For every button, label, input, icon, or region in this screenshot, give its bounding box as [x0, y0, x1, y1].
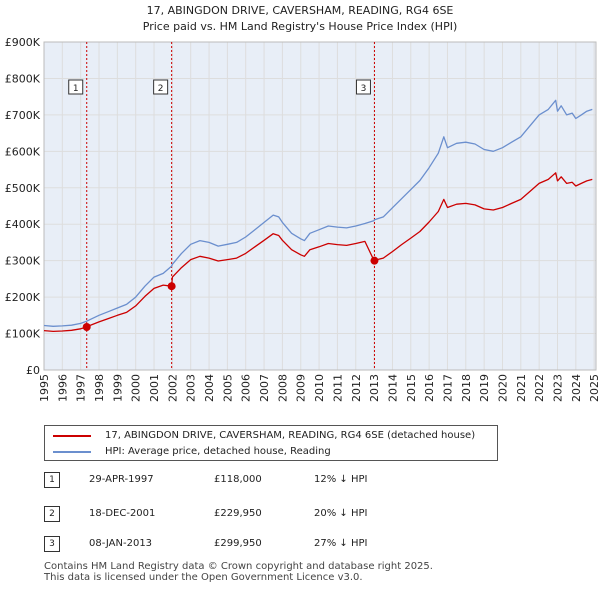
y-tick-label: £500K [5, 182, 41, 195]
x-tick-label: 2007 [258, 374, 271, 402]
sale-date: 18-DEC-2001 [89, 508, 156, 519]
x-tick-label: 2020 [496, 374, 509, 402]
y-tick-label: £100K [5, 328, 41, 341]
y-tick-label: £800K [5, 72, 41, 85]
sale-hpi-diff: 20% ↓ HPI [314, 508, 368, 519]
x-tick-label: 2015 [405, 374, 418, 402]
x-tick-label: 2006 [240, 374, 253, 402]
sale-point [82, 322, 91, 331]
chart: 17, ABINGDON DRIVE, CAVERSHAM, READING, … [5, 4, 600, 402]
x-tick-label: 2009 [295, 374, 308, 402]
footer-licence: This data is licensed under the Open Gov… [44, 572, 363, 583]
y-tick-label: £300K [5, 255, 41, 268]
x-tick-label: 2021 [515, 374, 528, 402]
x-tick-label: 2010 [313, 374, 326, 402]
legend-item-property: 17, ABINGDON DRIVE, CAVERSHAM, READING, … [53, 428, 475, 443]
x-tick-label: 2003 [185, 374, 198, 402]
x-tick-label: 2019 [478, 374, 491, 402]
x-tick-label: 2004 [203, 374, 216, 402]
y-tick-label: £600K [5, 145, 41, 158]
x-tick-label: 1999 [111, 374, 124, 402]
sale-point [167, 282, 176, 291]
plot-area [44, 42, 596, 370]
x-tick-label: 2024 [570, 374, 583, 402]
y-tick-label: £200K [5, 291, 41, 304]
y-tick-label: £900K [5, 36, 41, 49]
sale-row: 1 29-APR-1997 £118,000 12% ↓ HPI [44, 472, 464, 490]
x-tick-label: 2011 [331, 374, 344, 402]
x-tick-label: 1995 [38, 374, 51, 402]
x-tick-label: 2000 [130, 374, 143, 402]
sale-hpi-diff: 27% ↓ HPI [314, 538, 368, 549]
y-tick-label: £400K [5, 218, 41, 231]
sale-date: 08-JAN-2013 [89, 538, 153, 549]
footer-copyright: Contains HM Land Registry data © Crown c… [44, 561, 433, 572]
property-line-swatch [53, 434, 91, 437]
property-series-line [43, 172, 593, 333]
sale-hpi-diff: 12% ↓ HPI [314, 474, 368, 485]
x-tick-label: 1997 [75, 374, 88, 402]
sale-price: £118,000 [214, 474, 262, 485]
x-tick-label: 2017 [441, 374, 454, 402]
x-tick-label: 2016 [423, 374, 436, 402]
legend-item-hpi: HPI: Average price, detached house, Read… [53, 444, 331, 459]
sale-point [370, 256, 379, 265]
y-tick-label: £700K [5, 109, 41, 122]
sale-marker-box [355, 79, 371, 95]
sale-number: 3 [44, 536, 60, 552]
sale-row: 3 08-JAN-2013 £299,950 27% ↓ HPI [44, 536, 464, 554]
x-tick-label: 2013 [368, 374, 381, 402]
legend-label-hpi: HPI: Average price, detached house, Read… [105, 446, 331, 457]
x-tick-label: 2014 [386, 374, 399, 402]
sale-marker-label: 1 [73, 84, 79, 94]
sale-date: 29-APR-1997 [89, 474, 154, 485]
footer: Contains HM Land Registry data © Crown c… [44, 561, 433, 583]
x-tick-label: 2001 [148, 374, 161, 402]
chart-subtitle: Price paid vs. HM Land Registry's House … [143, 20, 458, 33]
hpi-line-swatch [53, 450, 91, 453]
x-tick-label: 1996 [56, 374, 69, 402]
plot-frame [43, 41, 597, 371]
sale-marker-box [153, 79, 169, 95]
sale-price: £229,950 [214, 508, 262, 519]
sale-row: 2 18-DEC-2001 £229,950 20% ↓ HPI [44, 506, 464, 524]
sale-number: 1 [44, 472, 60, 488]
sale-price: £299,950 [214, 538, 262, 549]
hpi-series-line [43, 99, 593, 327]
sale-marker-box [68, 79, 84, 95]
legend-label-property: 17, ABINGDON DRIVE, CAVERSHAM, READING, … [105, 430, 476, 441]
x-tick-label: 2023 [551, 374, 564, 402]
sale-number: 2 [44, 506, 60, 522]
x-tick-label: 2008 [276, 374, 289, 402]
x-tick-label: 2005 [221, 374, 234, 402]
x-tick-label: 1998 [93, 374, 106, 402]
x-tick-label: 2025 [588, 374, 600, 402]
x-tick-label: 2002 [166, 374, 179, 402]
x-tick-label: 2018 [460, 374, 473, 402]
y-tick-label: £0 [26, 364, 40, 377]
legend: 17, ABINGDON DRIVE, CAVERSHAM, READING, … [44, 425, 498, 461]
chart-title: 17, ABINGDON DRIVE, CAVERSHAM, READING, … [147, 4, 454, 17]
sale-marker-label: 3 [361, 84, 367, 94]
sale-marker-label: 2 [158, 84, 164, 94]
x-tick-label: 2022 [533, 374, 546, 402]
x-tick-label: 2012 [350, 374, 363, 402]
